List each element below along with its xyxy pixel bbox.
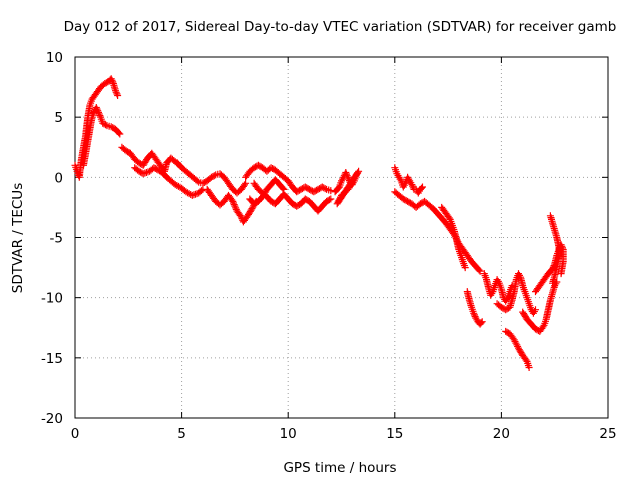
y-tick-label: 0 xyxy=(54,170,63,186)
series-sdtvar xyxy=(71,75,567,371)
y-tick-label: -15 xyxy=(41,351,63,367)
y-tick-label: -20 xyxy=(41,411,63,427)
x-tick-label: 10 xyxy=(280,426,297,442)
x-tick-label: 0 xyxy=(71,426,80,442)
x-tick-label: 20 xyxy=(493,426,510,442)
y-tick-label: 5 xyxy=(54,110,63,126)
y-tick-label: -5 xyxy=(50,231,63,247)
y-tick-label: 10 xyxy=(46,50,63,66)
data-point-markers xyxy=(71,75,567,371)
y-tick-label: -10 xyxy=(41,291,63,307)
y-axis-label: SDTVAR / TECUs xyxy=(10,183,26,293)
x-tick-label: 5 xyxy=(177,426,186,442)
chart-title: Day 012 of 2017, Sidereal Day-to-day VTE… xyxy=(64,19,617,35)
x-tick-labels: 0 5 10 15 20 25 xyxy=(71,426,617,442)
x-tick-label: 25 xyxy=(599,426,616,442)
series-sdtvar xyxy=(71,75,567,371)
y-tick-labels: -20 -15 -10 -5 0 5 10 xyxy=(41,50,63,427)
x-tick-label: 15 xyxy=(386,426,403,442)
x-axis-label: GPS time / hours xyxy=(283,460,396,476)
